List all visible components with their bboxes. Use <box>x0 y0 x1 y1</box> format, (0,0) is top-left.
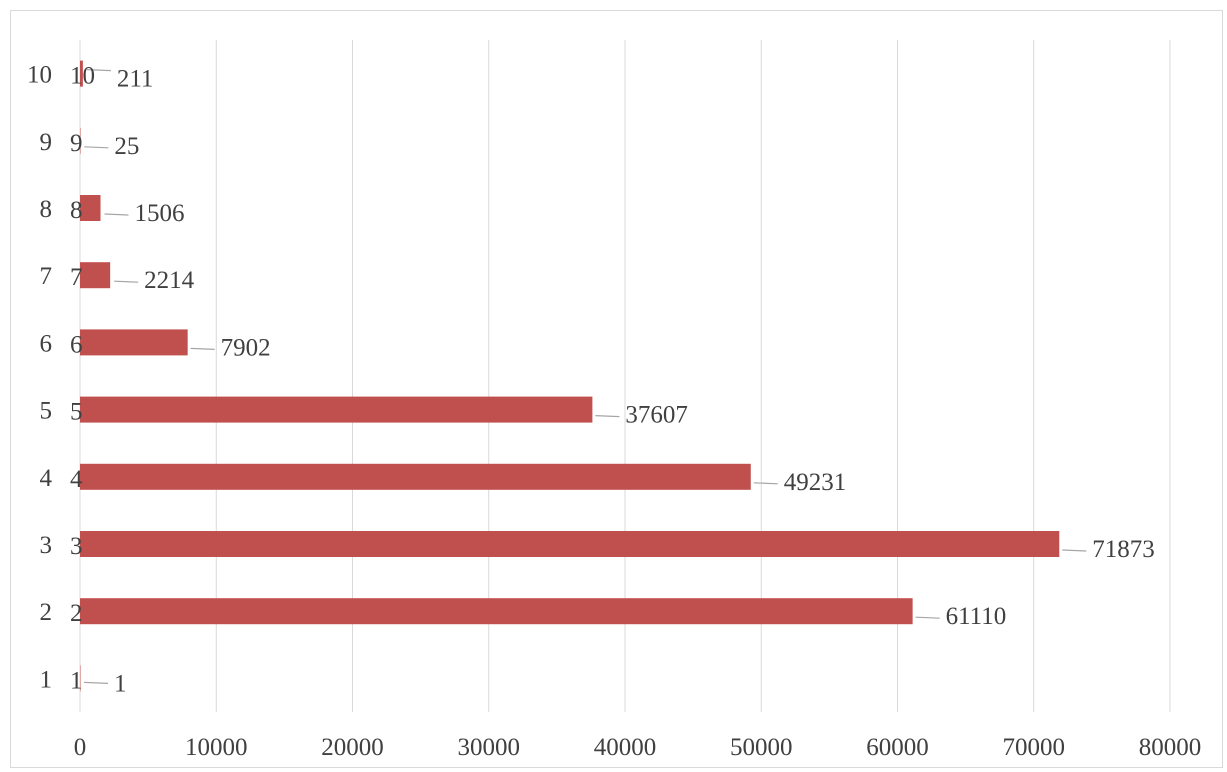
bar <box>80 262 111 289</box>
x-tick-label: 0 <box>74 734 87 761</box>
y-axis-label: 10 <box>27 62 52 89</box>
data-label: 211 <box>117 66 154 93</box>
bar <box>80 127 81 154</box>
y-axis-label: 7 <box>40 263 53 290</box>
bar <box>80 598 913 625</box>
leader-line <box>595 415 620 418</box>
data-label: 61110 <box>946 603 1007 630</box>
x-axis-ticks: 0 10000 20000 30000 40000 50000 60000 70000 8000… <box>74 734 1202 761</box>
bar <box>80 195 101 221</box>
data-label: 37607 <box>625 402 688 429</box>
leader-line <box>86 69 111 72</box>
bar-series <box>80 60 1060 692</box>
y-axis-label: 3 <box>40 532 53 559</box>
bar-category-label: 4 <box>70 466 83 493</box>
bar <box>80 463 751 490</box>
bar-category-label: 5 <box>70 399 83 426</box>
chart-frame <box>10 10 1223 768</box>
bar-category-label: 1 <box>70 667 83 694</box>
x-tick-label: 50000 <box>730 734 793 761</box>
bar-category-label: 9 <box>70 130 83 157</box>
y-axis-label: 5 <box>40 398 53 425</box>
bar-category-label: 2 <box>70 600 83 627</box>
y-axis-label: 1 <box>40 666 53 693</box>
data-label: 71873 <box>1092 536 1155 563</box>
data-label: 2214 <box>144 267 195 294</box>
leader-line <box>190 347 215 350</box>
leader-line <box>753 482 778 485</box>
bar-category-label: 6 <box>70 331 83 358</box>
y-axis-label: 2 <box>40 599 53 626</box>
y-axis-label: 4 <box>40 465 53 492</box>
x-tick-label: 30000 <box>458 734 521 761</box>
leader-line <box>114 280 139 283</box>
x-tick-label: 80000 <box>1139 734 1202 761</box>
data-label: 1 <box>114 670 127 697</box>
bar-category-label: 10 <box>70 63 95 90</box>
y-axis-label: 8 <box>40 196 53 223</box>
bar-category-label: 3 <box>70 533 83 560</box>
data-labels: 1 61110 71873 49231 37607 7902 2214 1506 25 211 <box>114 66 1155 698</box>
bar-category-label: 7 <box>70 264 83 291</box>
leader-line <box>1062 549 1087 552</box>
y-axis-labels: 1 2 3 4 5 6 7 8 9 10 <box>27 62 53 694</box>
bar <box>80 665 81 692</box>
bar <box>80 396 593 423</box>
data-label: 7902 <box>221 334 271 361</box>
x-tick-label: 20000 <box>321 734 384 761</box>
x-tick-label: 70000 <box>1003 734 1066 761</box>
leader-line <box>915 616 940 619</box>
leader-line <box>84 146 109 149</box>
data-label: 49231 <box>784 469 847 496</box>
y-axis-label: 6 <box>40 330 53 357</box>
bar <box>80 60 83 87</box>
bar <box>80 329 188 356</box>
x-tick-label: 40000 <box>594 734 657 761</box>
data-label-leaders <box>83 69 1087 684</box>
leader-line <box>104 213 129 216</box>
data-label: 25 <box>114 133 139 160</box>
data-label: 1506 <box>135 200 185 227</box>
leader-line <box>83 681 109 684</box>
x-tick-label: 10000 <box>185 734 248 761</box>
x-tick-label: 60000 <box>866 734 929 761</box>
bar <box>80 531 1060 557</box>
bar-category-label: 8 <box>70 197 83 224</box>
y-axis-label: 9 <box>40 129 53 156</box>
bar-inline-labels: 1 2 3 4 5 6 7 8 9 10 <box>70 63 95 695</box>
